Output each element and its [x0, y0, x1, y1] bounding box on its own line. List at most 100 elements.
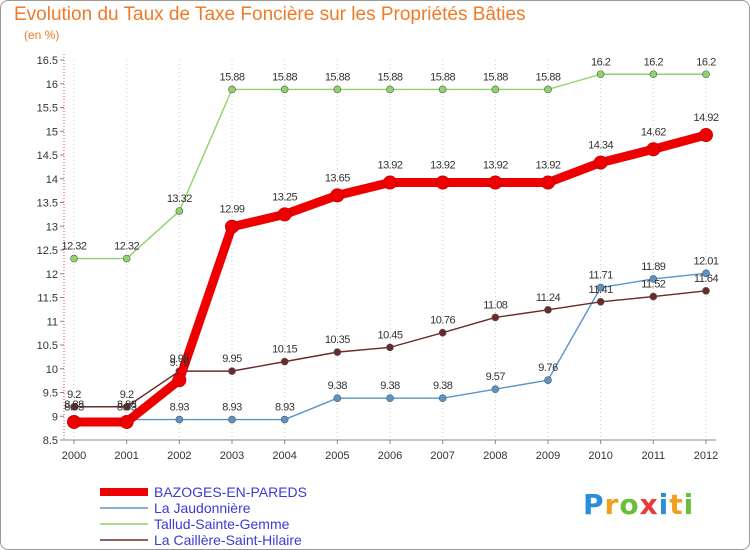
chart-subtitle: (en %)	[24, 28, 60, 42]
data-point	[333, 394, 342, 403]
data-label: 9.38	[380, 380, 400, 392]
data-point	[596, 297, 605, 306]
data-point	[386, 394, 394, 403]
data-point	[491, 85, 500, 94]
legend-label: La Caillère-Saint-Hilaire	[154, 532, 302, 548]
data-point	[277, 207, 292, 222]
x-tick-label: 2012	[694, 450, 718, 462]
data-label: 8.93	[222, 402, 242, 414]
y-tick-label: 13.5	[37, 198, 58, 210]
data-label: 11.24	[536, 292, 561, 304]
proxiti-logo: Proxiti	[583, 488, 695, 521]
data-label: 10.45	[377, 329, 402, 341]
data-label: 9.2	[67, 389, 81, 401]
legend-item: La Jaudonnière	[100, 500, 420, 516]
legend-swatch	[100, 488, 148, 496]
data-label: 15.88	[483, 71, 508, 83]
data-label: 15.88	[219, 71, 244, 83]
data-point	[544, 376, 552, 384]
y-tick-label: 10.5	[37, 340, 58, 352]
data-point	[541, 175, 555, 190]
data-label: 15.88	[430, 71, 455, 83]
data-label: 9.38	[433, 380, 453, 392]
y-tick-label: 11.5	[37, 293, 58, 305]
data-label: 9.76	[538, 362, 558, 374]
data-label: 11.71	[589, 270, 614, 282]
data-point	[333, 85, 342, 94]
data-point	[70, 254, 78, 263]
legend-swatch	[100, 539, 148, 541]
data-point	[702, 269, 710, 278]
data-label: 9.95	[170, 353, 190, 365]
data-point	[67, 414, 81, 429]
x-tick-label: 2006	[378, 450, 402, 462]
data-point	[70, 402, 78, 411]
data-point	[438, 394, 447, 403]
data-label: 13.32	[167, 193, 192, 205]
y-tick-label: 8.5	[43, 435, 58, 447]
data-label: 14.34	[588, 140, 613, 152]
data-point	[280, 415, 289, 424]
data-point	[596, 70, 605, 79]
data-point	[702, 70, 710, 79]
data-label: 11.41	[589, 284, 614, 296]
data-point	[491, 313, 500, 322]
data-point	[649, 292, 658, 301]
y-tick-label: 9	[52, 411, 58, 423]
x-tick-label: 2011	[642, 450, 666, 462]
data-point	[491, 385, 500, 393]
data-point	[699, 128, 713, 143]
data-label: 15.88	[325, 71, 350, 83]
data-point	[228, 415, 236, 424]
data-label: 16.2	[644, 56, 664, 68]
data-label: 8.93	[117, 402, 137, 414]
data-label: 13.92	[430, 160, 455, 172]
data-point	[333, 348, 342, 356]
data-point	[122, 402, 131, 411]
data-label: 9.57	[486, 371, 506, 383]
data-point	[593, 155, 608, 170]
data-label: 14.62	[641, 126, 666, 138]
data-point	[330, 188, 345, 203]
x-tick-label: 2003	[220, 450, 244, 462]
y-tick-label: 15.5	[37, 103, 58, 115]
legend-item: La Caillère-Saint-Hilaire	[100, 532, 420, 548]
x-tick-label: 2001	[114, 450, 138, 462]
data-point	[438, 85, 447, 94]
data-label: 12.32	[114, 241, 139, 253]
data-point	[488, 175, 503, 190]
y-tick-label: 16.5	[37, 55, 58, 67]
x-tick-label: 2004	[272, 450, 296, 462]
data-label: 11.52	[641, 279, 666, 291]
legend-label: Tallud-Sainte-Gemme	[154, 516, 290, 532]
data-label: 13.92	[535, 160, 560, 172]
y-tick-label: 11	[47, 316, 58, 328]
data-point	[435, 175, 450, 190]
y-tick-label: 15	[46, 126, 58, 138]
legend-item: Tallud-Sainte-Gemme	[100, 516, 420, 532]
data-label: 12.01	[693, 255, 718, 267]
data-point	[228, 367, 236, 375]
x-tick-label: 2009	[536, 450, 560, 462]
legend: BAZOGES-EN-PAREDS La Jaudonnière Tallud-…	[100, 484, 420, 548]
legend-item: BAZOGES-EN-PAREDS	[100, 484, 420, 500]
data-label: 15.88	[535, 71, 560, 83]
data-label: 13.92	[377, 160, 402, 172]
legend-swatch	[100, 523, 148, 525]
chart-title: Evolution du Taux de Taxe Foncière sur l…	[14, 4, 526, 25]
y-tick-label: 12.5	[37, 245, 58, 257]
y-tick-label: 12	[46, 269, 58, 281]
data-point	[646, 142, 661, 157]
legend-label: La Jaudonnière	[154, 500, 251, 516]
data-label: 16.2	[696, 56, 716, 68]
x-tick-label: 2007	[430, 450, 454, 462]
data-label: 8.93	[170, 402, 190, 414]
y-tick-label: 14.5	[37, 150, 58, 162]
data-label: 13.25	[272, 191, 297, 203]
data-label: 10.35	[325, 334, 350, 346]
data-label: 9.38	[328, 380, 348, 392]
data-label: 9.2	[120, 389, 134, 401]
data-point	[386, 343, 394, 352]
data-point	[122, 254, 131, 263]
